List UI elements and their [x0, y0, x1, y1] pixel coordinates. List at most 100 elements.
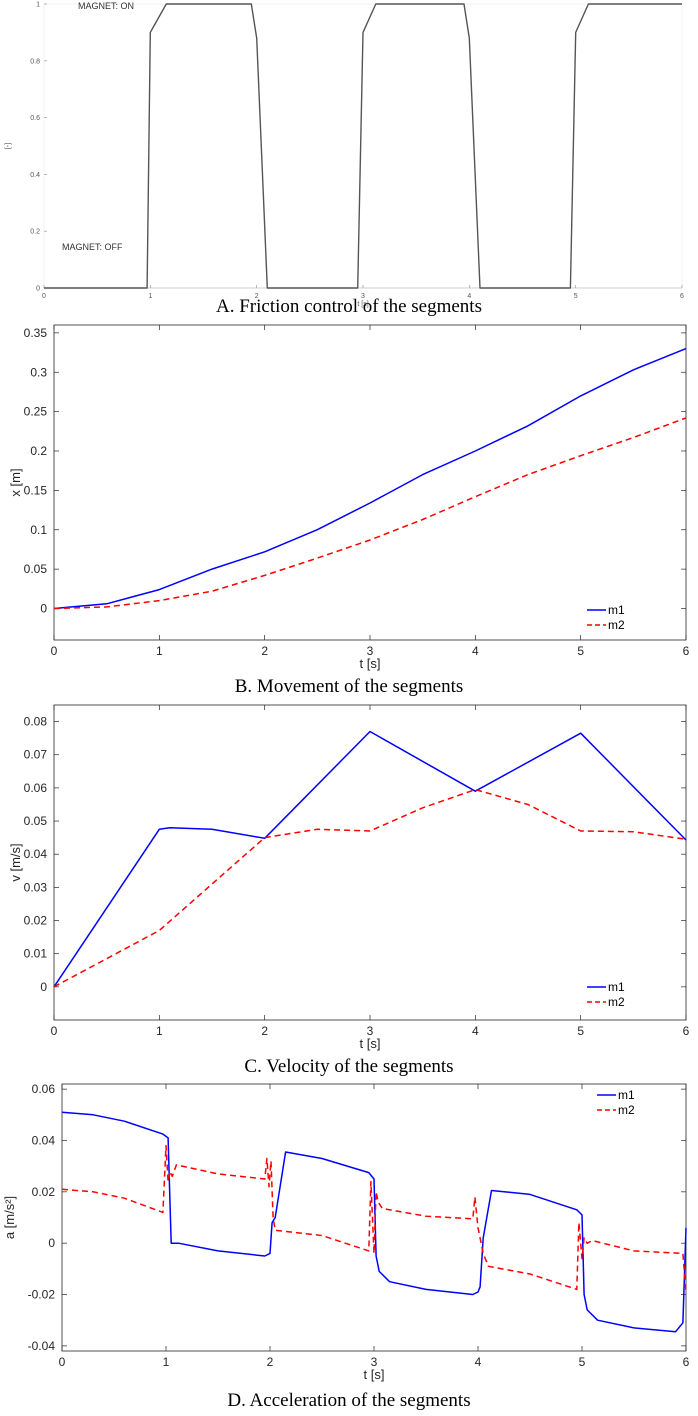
- y-tick-label: 0.15: [24, 483, 48, 497]
- x-tick-label: 3: [367, 1024, 374, 1038]
- legend-box: [583, 599, 637, 637]
- y-axis-label: a [m/s²]: [2, 1196, 17, 1239]
- y-tick-label: 0.02: [32, 1185, 56, 1199]
- y-axis-label: v [m/s]: [8, 843, 23, 881]
- chart-panel-a: 0 1 2 3 4 5 6 0 0.2 0.4 0.6 0.8 1 t [s] [-] MAGNET: ON M…: [0, 0, 698, 308]
- x-tick-label: 2: [261, 644, 268, 658]
- x-tick-label: 3: [371, 1355, 378, 1369]
- x-tick-label: 5: [577, 644, 584, 658]
- x-axis-label: t [s]: [357, 301, 368, 308]
- y-tick-label: 0.4: [30, 172, 40, 179]
- y-tick-label: 0: [36, 286, 40, 293]
- y-axis-label: x [m]: [8, 468, 23, 496]
- legend-label-m2: m2: [608, 995, 625, 1009]
- annotation-magnet-on: MAGNET: ON: [78, 1, 134, 11]
- x-tick-label: 5: [579, 1355, 586, 1369]
- series-line-m2: [61, 1144, 687, 1293]
- y-tick-label: 0.1: [30, 523, 47, 537]
- x-tick-label: 0: [51, 644, 58, 658]
- x-axis-label: t [s]: [364, 1367, 385, 1382]
- legend-label-m2: m2: [608, 618, 625, 632]
- x-tick-label: 4: [472, 644, 479, 658]
- x-tick-label: 1: [148, 293, 152, 300]
- caption-a: A. Friction control of the segments: [216, 296, 482, 317]
- x-tick-label: 6: [680, 293, 684, 300]
- x-tick-label: 6: [683, 1355, 690, 1369]
- y-tick-label: 0.8: [30, 58, 40, 65]
- y-tick-label: 0.35: [24, 326, 48, 340]
- y-tick-label: 0.03: [24, 880, 48, 894]
- y-tick-label: 0.2: [30, 444, 47, 458]
- x-tick-label: 0: [59, 1355, 66, 1369]
- caption-b: B. Movement of the segments: [234, 676, 464, 697]
- y-tick-label: 0.2: [30, 229, 40, 236]
- legend-label-m1: m1: [618, 1088, 635, 1102]
- x-tick-label: 2: [261, 1024, 268, 1038]
- x-tick-label: 6: [683, 1024, 690, 1038]
- x-tick-label: 1: [156, 644, 163, 658]
- caption-d: D. Acceleration of the segments: [227, 1390, 471, 1411]
- y-tick-label: 0.04: [24, 847, 48, 861]
- x-tick-label: 0: [51, 1024, 58, 1038]
- series-line-m1: [53, 730, 687, 988]
- x-tick-label: 0: [42, 293, 46, 300]
- x-tick-label: 2: [255, 293, 259, 300]
- x-tick-label: 4: [472, 1024, 479, 1038]
- x-axis-label: t [s]: [360, 656, 381, 671]
- y-tick-label: 0.25: [24, 405, 48, 419]
- y-tick-label: 0.07: [24, 748, 48, 762]
- y-tick-label: 0.6: [30, 115, 40, 122]
- plot-area: [61, 1083, 687, 1352]
- y-tick-label: 0.02: [24, 914, 48, 928]
- chart-a: 0 1 2 3 4 5 6 0 0.2 0.4 0.6 0.8 1 t [s] [-] MAGNET: ON M…: [5, 1, 684, 308]
- y-tick-label: 1: [36, 2, 40, 9]
- legend-label-m1: m1: [608, 603, 625, 617]
- caption-c: C. Velocity of the segments: [244, 1056, 454, 1077]
- y-tick-label: 0.3: [30, 365, 47, 379]
- x-axis-label: t [s]: [360, 1036, 381, 1051]
- y-tick-label: 0.01: [24, 947, 48, 961]
- series-line-m2: [53, 788, 687, 988]
- chart-b: 0 1 2 3 4 5 6 0 0.05 0.1 0.15 0.2 0.25 0.3 0.35 t [s] x …: [8, 324, 690, 671]
- legend-box: [593, 1084, 647, 1122]
- y-tick-label: 0: [40, 980, 47, 994]
- plot-area: [53, 704, 687, 1021]
- x-tick-label: 5: [574, 293, 578, 300]
- x-tick-label: 6: [683, 644, 690, 658]
- x-tick-label: 1: [163, 1355, 170, 1369]
- chart-d: 0 1 2 3 4 5 6 -0.04 -0.02 0 0.02 0.04 0.06 t [s] a [m/…: [2, 1082, 690, 1382]
- x-tick-label: 5: [577, 1024, 584, 1038]
- series-line-m1: [53, 347, 687, 610]
- series-line-signal: [44, 3, 682, 289]
- series-line-m1: [61, 1111, 687, 1333]
- x-tick-label: 4: [467, 293, 471, 300]
- y-tick-label: -0.04: [28, 1339, 56, 1353]
- y-tick-label: 0: [48, 1236, 55, 1250]
- x-tick-label: 3: [361, 293, 365, 300]
- y-tick-label: 0.06: [32, 1082, 56, 1096]
- legend-label-m1: m1: [608, 980, 625, 994]
- legend-label-m2: m2: [618, 1103, 635, 1117]
- chart-c: 0 1 2 3 4 5 6 0 0.01 0.02 0.03 0.04 0.05 0.06 0.07 0.08…: [8, 704, 690, 1051]
- x-tick-label: 2: [267, 1355, 274, 1369]
- plot-area: [53, 324, 687, 641]
- chart-panel-b: 0 1 2 3 4 5 6 0 0.05 0.1 0.15 0.2 0.25 0.3 0.35 t [s] x …: [0, 322, 698, 672]
- x-tick-label: 4: [475, 1355, 482, 1369]
- series-line-m2: [53, 417, 687, 610]
- chart-panel-c: 0 1 2 3 4 5 6 0 0.01 0.02 0.03 0.04 0.05 0.06 0.07 0.08…: [0, 702, 698, 1052]
- y-tick-label: 0.05: [24, 562, 48, 576]
- x-tick-label: 3: [367, 644, 374, 658]
- y-axis-label: [-]: [5, 143, 12, 149]
- chart-panel-d: 0 1 2 3 4 5 6 -0.04 -0.02 0 0.02 0.04 0.06 t [s] a [m/…: [0, 1082, 698, 1386]
- annotation-magnet-off: MAGNET: OFF: [62, 242, 123, 252]
- y-tick-label: 0.08: [24, 715, 48, 729]
- y-tick-label: 0.06: [24, 781, 48, 795]
- y-tick-label: -0.02: [28, 1288, 56, 1302]
- y-tick-label: 0.05: [24, 814, 48, 828]
- y-tick-label: 0.04: [32, 1133, 56, 1147]
- legend-box: [583, 976, 637, 1014]
- y-tick-label: 0: [40, 602, 47, 616]
